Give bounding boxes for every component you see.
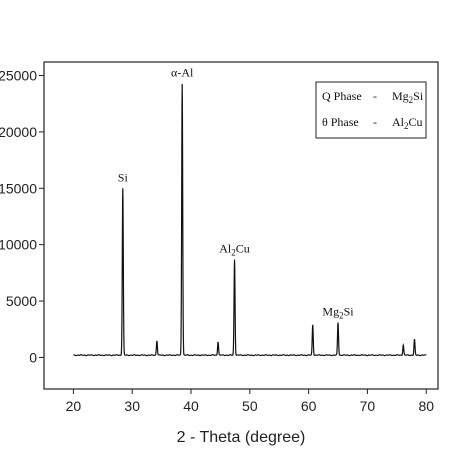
plot-area-border <box>43 61 439 390</box>
x-tick-label-0: 20 <box>66 398 82 414</box>
x-axis-label: 2 - Theta (degree) <box>177 429 306 446</box>
y-tick-label-0: 0 <box>29 349 37 365</box>
x-axis: 20 30 40 50 60 70 80 <box>66 389 434 414</box>
y-tick-label-1: 5000 <box>6 293 37 309</box>
legend-entry-0: Q Phase - Mg2Si <box>322 89 424 105</box>
x-tick-label-4: 60 <box>301 398 317 414</box>
legend-rows: Q Phase - Mg2Si θ Phase - Al2Cu <box>322 89 424 131</box>
peak-label-1: α-Al <box>171 65 194 79</box>
y-tick-label-4: 20000 <box>0 124 37 140</box>
legend-entry-1: θ Phase - Al2Cu <box>322 115 423 131</box>
peak-label-0: Si <box>118 170 129 184</box>
plot-frame <box>43 61 439 390</box>
x-tick-label-5: 70 <box>360 398 376 414</box>
legend: Q Phase - Mg2Si θ Phase - Al2Cu <box>315 81 427 139</box>
y-tick-label-3: 15000 <box>0 180 37 196</box>
x-tick-label-3: 50 <box>242 398 258 414</box>
peak-annotations: Si α-Al Al2Cu Mg2Si <box>118 65 354 320</box>
peak-label-3: Mg2Si <box>322 304 354 320</box>
legend-box <box>315 81 427 139</box>
x-tick-label-2: 40 <box>183 398 199 414</box>
peak-label-2: Al2Cu <box>219 241 250 257</box>
y-tick-label-2: 10000 <box>0 237 37 253</box>
y-axis: 0 5000 10000 15000 20000 25000 <box>0 68 44 365</box>
y-tick-label-5: 25000 <box>0 68 37 84</box>
x-tick-label-6: 80 <box>418 398 434 414</box>
xrd-pattern-line <box>73 83 427 357</box>
x-tick-label-1: 30 <box>124 398 140 414</box>
